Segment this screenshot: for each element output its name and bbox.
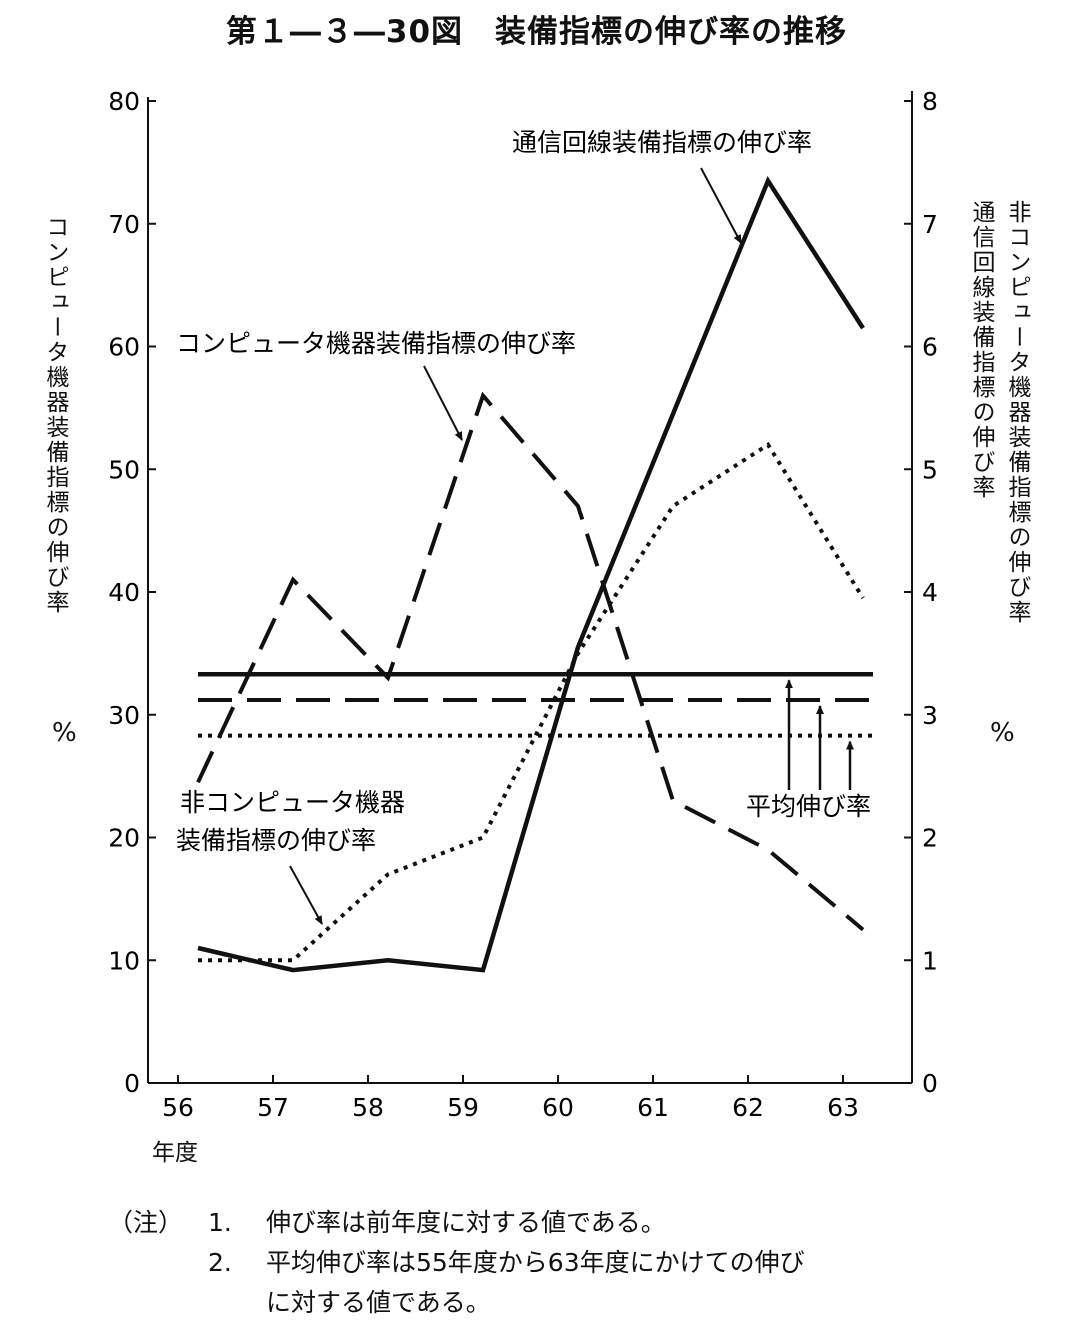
x-tick-label: 59 [447, 1093, 479, 1122]
x-tick-label: 62 [732, 1093, 764, 1122]
y-right-unit: % [990, 718, 1015, 748]
footnote-number: 1. [208, 1208, 232, 1237]
y-right-tick-label: 6 [922, 333, 938, 362]
series-comm-line [197, 175, 865, 973]
chart-annotations: 通信回線装備指標の伸び率コンピュータ機器装備指標の伸び率非コンピュータ機器装備指… [176, 128, 871, 925]
y-left-tick-label: 80 [108, 87, 140, 116]
y-left-tick-label: 70 [108, 210, 140, 239]
comp-series-label: コンピュータ機器装備指標の伸び率 [176, 329, 576, 358]
y-right-axis-label-1: 非コンピュータ機器装備指標の伸び率 [1004, 200, 1030, 625]
x-tick-label: 61 [637, 1093, 669, 1122]
x-tick-label: 56 [162, 1093, 194, 1122]
y-left-unit: % [52, 718, 77, 748]
chart-series [196, 175, 873, 973]
y-left-tick-label: 20 [108, 824, 140, 853]
x-tick-label: 63 [827, 1093, 859, 1122]
y-right-axis-label-2: 通信回線装備指標の伸び率 [968, 200, 994, 500]
footnote-number: 2. [208, 1248, 232, 1277]
chart-title: 第１―３―30図 装備指標の伸び率の推移 [225, 14, 848, 50]
noncomp-series-label-1: 非コンピュータ機器 [180, 788, 405, 817]
series-comp-line [196, 391, 865, 932]
y-left-tick-label: 40 [108, 578, 140, 607]
y-left-tick-label: 10 [108, 946, 140, 975]
x-tick-label: 58 [352, 1093, 384, 1122]
y-left-tick-label: 50 [108, 455, 140, 484]
footnote-text-continued: に対する値である。 [266, 1288, 491, 1317]
x-tick-label: 60 [542, 1093, 574, 1122]
footnote-heading: （注） [108, 1208, 184, 1237]
y-right-tick-label: 4 [922, 578, 938, 607]
y-right-tick-label: 0 [922, 1069, 938, 1098]
y-right-tick-label: 1 [922, 946, 938, 975]
x-tick-label: 57 [257, 1093, 289, 1122]
average-label: 平均伸び率 [746, 792, 871, 821]
series-noncomp-line [198, 441, 865, 963]
y-right-tick-label: 7 [922, 210, 938, 239]
y-left-axis-label: コンピュータ機器装備指標の伸び率 [42, 215, 68, 615]
noncomp-series-label-2: 装備指標の伸び率 [176, 826, 376, 855]
y-left-tick-label: 30 [108, 701, 140, 730]
y-left-tick-label: 60 [108, 333, 140, 362]
footnotes: （注） 1. 伸び率は前年度に対する値である。 2. 平均伸び率は55年度から6… [108, 1203, 805, 1323]
footnote-text: 伸び率は前年度に対する値である。 [266, 1208, 666, 1237]
comp-label-arrow [423, 365, 463, 441]
y-right-tick-label: 5 [922, 455, 938, 484]
comm-series-label: 通信回線装備指標の伸び率 [512, 128, 812, 157]
y-right-tick-label: 3 [922, 701, 938, 730]
y-right-tick-label: 8 [922, 87, 938, 116]
y-left-tick-label: 0 [124, 1069, 140, 1098]
y-right-tick-label: 2 [922, 824, 938, 853]
comm-label-arrow [700, 167, 742, 244]
x-axis-label: 年度 [152, 1140, 198, 1166]
footnote-text: 平均伸び率は55年度から63年度にかけての伸び [266, 1248, 805, 1277]
noncomp-label-arrow [289, 865, 323, 925]
